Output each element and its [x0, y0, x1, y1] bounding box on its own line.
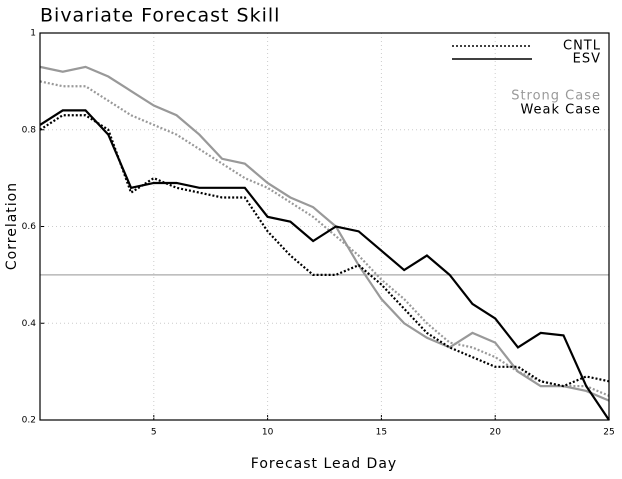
legend-label: CNTL [563, 39, 601, 54]
y-tick-label: 0.2 [22, 416, 36, 426]
x-tick-label: 25 [603, 428, 614, 438]
legend-label: Strong Case [511, 89, 601, 104]
chart-title: Bivariate Forecast Skill [40, 5, 280, 27]
y-tick-label: 0.6 [22, 222, 37, 232]
legend-label: ESV [573, 52, 601, 67]
series-line [39, 65, 610, 402]
y-tick-label: 1 [30, 29, 36, 39]
series-line [39, 109, 610, 421]
x-tick-label: 5 [151, 428, 157, 438]
series-line [39, 114, 610, 388]
x-tick-label: 15 [376, 428, 387, 438]
x-tick-label: 10 [262, 428, 274, 438]
legend-label: Weak Case [520, 103, 601, 118]
series-line [39, 80, 610, 397]
plot-frame [39, 32, 610, 421]
x-tick-label: 20 [489, 428, 501, 438]
y-axis-label: Correlation [4, 182, 20, 270]
x-axis-label: Forecast Lead Day [251, 456, 397, 472]
y-tick-label: 0.8 [22, 125, 37, 135]
y-tick-label: 0.4 [22, 319, 37, 329]
